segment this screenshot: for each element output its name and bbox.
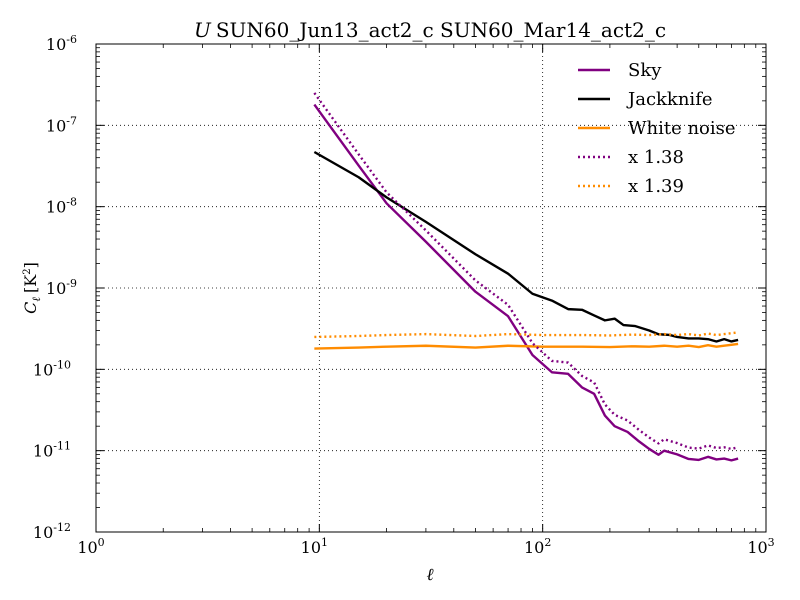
y-axis-label-units-sup: 2 <box>22 268 33 274</box>
series-line-1 <box>313 150 739 343</box>
svg-text:Cℓ[K2]: Cℓ [K2] <box>21 262 43 314</box>
y-tick-label-1: 10-11 <box>33 440 71 461</box>
x-tick-label-1: 101 <box>301 536 328 557</box>
chart-title-italic: U <box>194 18 212 42</box>
legend: Sky Jackknife White noise x 1.38 x 1.39 <box>578 60 736 197</box>
chart-title: U SUN60_Jun13_act2_c SUN60_Mar14_act2_c <box>194 18 666 42</box>
legend-label-2: White noise <box>628 118 736 139</box>
y-tick-label-6: 10-6 <box>46 33 77 54</box>
x-tick-label-0: 100 <box>77 536 104 557</box>
axes <box>95 43 767 533</box>
y-tick-label-5: 10-7 <box>46 114 77 135</box>
y-axis-label-main: C <box>21 302 40 314</box>
grid <box>96 44 766 532</box>
y-axis-label-units: [K <box>21 274 40 293</box>
y-tick-label-2: 10-10 <box>33 358 71 379</box>
y-axis-label-sub: ℓ <box>30 297 43 302</box>
series-line-3 <box>313 92 739 451</box>
legend-label-3: x 1.38 <box>628 147 684 168</box>
tick-labels: 100 101 102 103 10-12 10-11 10-10 10-9 10-8 10-7 1… <box>33 33 775 557</box>
series-line-4 <box>314 331 739 339</box>
x-tick-label-3: 103 <box>747 536 774 557</box>
series-line-0 <box>313 103 739 462</box>
chart-title-text: SUN60_Jun13_act2_c SUN60_Mar14_act2_c <box>216 18 666 42</box>
x-tick-label-2: 102 <box>524 536 551 557</box>
y-tick-label-0: 10-12 <box>33 521 71 542</box>
y-tick-label-3: 10-9 <box>46 277 77 298</box>
series-layer <box>313 92 739 462</box>
legend-label-4: x 1.39 <box>628 176 684 197</box>
y-tick-label-4: 10-8 <box>46 196 77 217</box>
legend-label-0: Sky <box>628 60 662 81</box>
legend-label-1: Jackknife <box>626 89 713 110</box>
y-axis-label: Cℓ [K2] <box>21 262 43 314</box>
x-axis-label: ℓ <box>426 565 433 585</box>
series-line-2 <box>314 342 739 350</box>
y-axis-label-units-close: ] <box>21 262 40 268</box>
